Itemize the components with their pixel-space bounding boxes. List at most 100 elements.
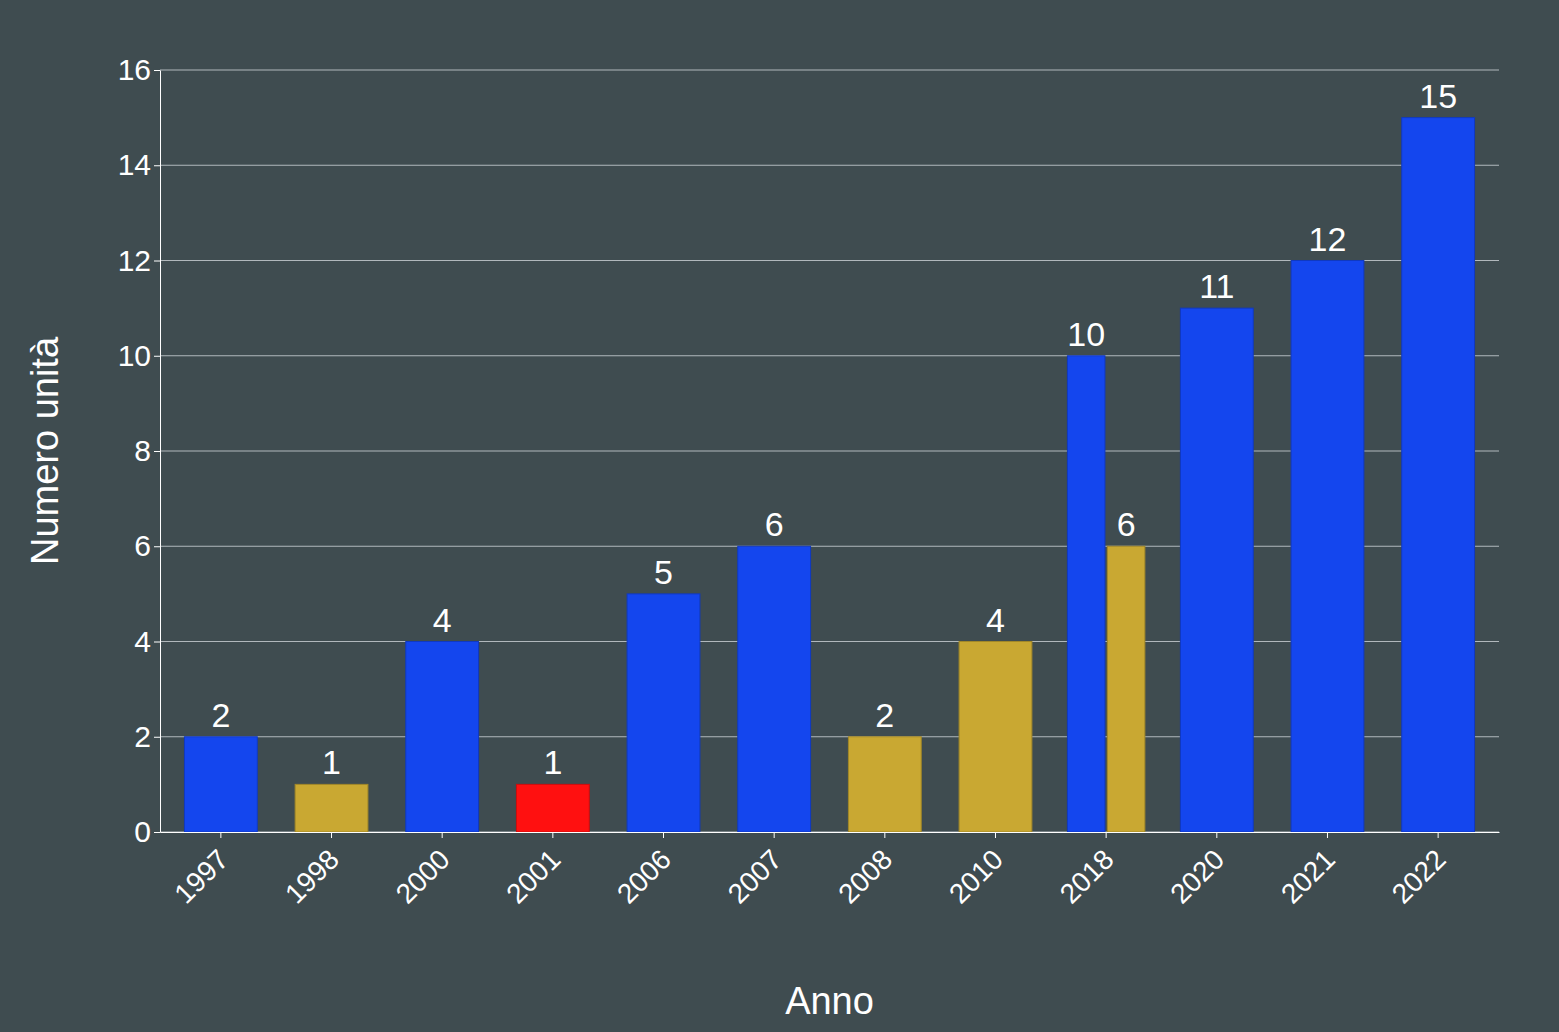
data-label: 12 [1309, 220, 1347, 258]
y-tick-mark [154, 832, 160, 833]
x-tick-mark [663, 832, 664, 838]
y-tick: 4 [134, 625, 160, 658]
data-label: 6 [1117, 505, 1136, 543]
x-tick-label: 2010 [943, 844, 1009, 910]
data-label: 2 [875, 696, 894, 734]
bar [627, 594, 700, 832]
y-tick-mark [154, 642, 160, 643]
x-tick-mark [1216, 832, 1217, 838]
bar [1067, 356, 1105, 832]
x-axis-title: Anno [785, 980, 874, 1022]
y-tick: 6 [134, 529, 160, 562]
background [0, 0, 1559, 1032]
x-tick: 2022 [1386, 832, 1452, 910]
x-tick: 2018 [1054, 832, 1120, 910]
y-tick: 10 [118, 339, 160, 372]
data-label: 5 [654, 553, 673, 591]
chart-container: 2141562410611121502468101214161997199820… [0, 0, 1559, 1032]
bar [738, 546, 811, 832]
x-tick-mark [774, 832, 775, 838]
x-tick-label: 2018 [1054, 844, 1120, 910]
data-label: 11 [1199, 267, 1234, 305]
x-tick: 2007 [722, 832, 788, 910]
bar [1180, 308, 1253, 832]
bar [184, 737, 257, 832]
x-tick-mark [884, 832, 885, 838]
x-tick: 2021 [1275, 832, 1341, 910]
data-label: 15 [1419, 77, 1457, 115]
x-tick-mark [552, 832, 553, 838]
bar [295, 784, 368, 832]
bar [1107, 546, 1145, 832]
data-label: 4 [986, 601, 1005, 639]
y-tick-mark [154, 451, 160, 452]
x-axis: 1997 1998 2000 2001 2006 2007 2008 2010 2018 2020… [161, 832, 1500, 910]
bar [1291, 261, 1364, 833]
y-tick-label: 6 [134, 529, 151, 562]
x-tick-mark [1438, 832, 1439, 838]
y-tick-label: 10 [118, 339, 151, 372]
bar [1402, 118, 1475, 832]
data-label: 1 [543, 743, 562, 781]
y-tick-label: 16 [118, 53, 151, 86]
y-tick-mark [154, 546, 160, 547]
data-label: 4 [433, 601, 452, 639]
bar [406, 642, 479, 833]
y-tick-mark [154, 261, 160, 262]
x-tick-mark [995, 832, 996, 838]
x-tick-label: 2022 [1386, 844, 1452, 910]
x-tick-label: 2008 [832, 844, 898, 910]
x-tick-label: 2021 [1275, 844, 1341, 910]
x-tick-label: 2006 [611, 844, 677, 910]
bars [184, 118, 1474, 832]
y-tick-label: 12 [118, 244, 151, 277]
bar [848, 737, 921, 832]
data-label: 1 [322, 743, 341, 781]
data-label: 10 [1067, 315, 1105, 353]
x-tick: 2000 [390, 832, 456, 910]
x-tick-label: 1997 [168, 844, 234, 910]
x-tick-label: 2001 [500, 844, 566, 910]
chart-svg: 2141562410611121502468101214161997199820… [0, 0, 1559, 1032]
data-label: 6 [765, 505, 784, 543]
x-tick-mark [442, 832, 443, 838]
y-tick: 2 [134, 720, 160, 753]
y-tick-mark [154, 737, 160, 738]
y-axis: 0 2 4 6 8 10 12 14 16 [118, 53, 161, 848]
y-tick-mark [154, 356, 160, 357]
grid [160, 70, 1499, 832]
grid-line [160, 69, 1499, 70]
x-tick-mark [1327, 832, 1328, 838]
x-tick-label: 2020 [1164, 844, 1230, 910]
y-tick-label: 0 [134, 815, 151, 848]
data-labels: 21415624106111215 [211, 77, 1457, 782]
x-tick: 2010 [943, 832, 1009, 910]
bar [959, 642, 1032, 833]
x-tick-mark [331, 832, 332, 838]
x-tick: 2001 [500, 832, 566, 910]
y-tick: 0 [134, 815, 160, 848]
y-tick-label: 14 [118, 148, 151, 181]
y-tick-mark [154, 165, 160, 166]
y-tick: 16 [118, 53, 160, 86]
x-tick-label: 2007 [722, 844, 788, 910]
x-tick-mark [220, 832, 221, 838]
y-tick-label: 8 [134, 434, 151, 467]
y-tick-mark [154, 70, 160, 71]
y-tick: 12 [118, 244, 160, 277]
y-tick-label: 4 [134, 625, 151, 658]
y-axis-title: Numero unità [24, 336, 66, 565]
x-tick-label: 2000 [390, 844, 456, 910]
grid-line [160, 165, 1499, 166]
x-tick: 1998 [279, 832, 345, 910]
x-tick: 1997 [168, 832, 234, 910]
x-tick-mark [1106, 832, 1107, 838]
x-tick: 2006 [611, 832, 677, 910]
y-axis-line [160, 71, 161, 833]
bar [516, 784, 589, 832]
y-tick-label: 2 [134, 720, 151, 753]
x-axis-line [161, 832, 1500, 833]
x-tick: 2020 [1164, 832, 1230, 910]
y-tick: 14 [118, 148, 160, 181]
data-label: 2 [211, 696, 230, 734]
